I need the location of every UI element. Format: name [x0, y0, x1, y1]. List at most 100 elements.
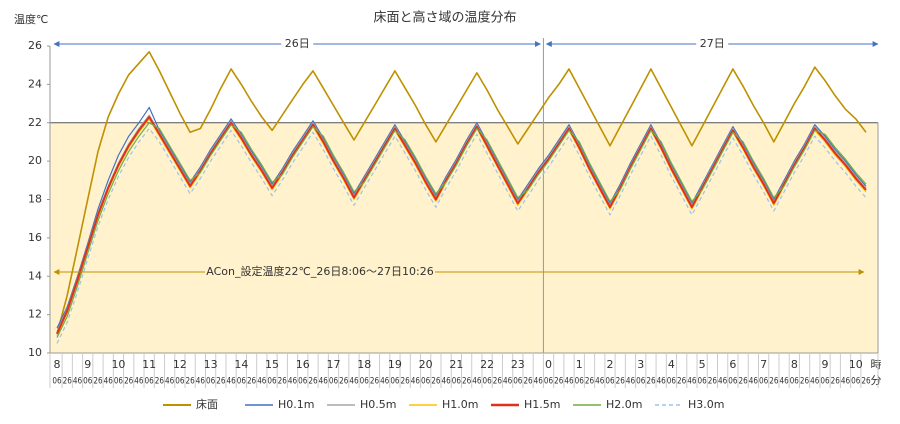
x-tick-label: 06	[605, 377, 614, 387]
x-tick-label: 06	[820, 377, 829, 387]
hour-label: 9	[84, 358, 91, 371]
x-tick-label: 26	[186, 377, 195, 387]
x-tick-label: 26	[462, 377, 471, 387]
hour-label: 16	[296, 358, 310, 371]
day-label-bg	[281, 37, 314, 51]
day-label-bg	[696, 37, 729, 51]
x-tick-label: 46	[626, 377, 635, 387]
legend-label: H0.1m	[278, 398, 314, 411]
x-tick-label: 26	[861, 377, 870, 387]
x-tick-label: 46	[564, 377, 573, 387]
y-tick-label: 12	[28, 308, 42, 321]
hour-label: 3	[637, 358, 644, 371]
hour-label: 9	[822, 358, 829, 371]
x-tick-label: 06	[482, 377, 491, 387]
x-tick-label: 26	[339, 377, 348, 387]
x-tick-label: 26	[523, 377, 532, 387]
legend-label: 床面	[196, 397, 218, 411]
x-tick-label: 26	[216, 377, 225, 387]
legend-label: H1.0m	[442, 398, 478, 411]
hour-label: 8	[54, 358, 61, 371]
x-tick-label: 26	[554, 377, 563, 387]
x-tick-label: 26	[308, 377, 317, 387]
x-tick-label: 06	[390, 377, 399, 387]
x-tick-label: 46	[319, 377, 328, 387]
annotation: ACon_設定温度22℃_26日8:06～27日10:26	[206, 264, 433, 278]
annotation-bg	[205, 264, 435, 280]
x-tick-label: 46	[687, 377, 696, 387]
x-tick-label: 26	[677, 377, 686, 387]
hour-label: 5	[699, 358, 706, 371]
x-tick-label: 06	[728, 377, 737, 387]
x-tick-label: 46	[503, 377, 512, 387]
hour-label: 2	[606, 358, 613, 371]
x-tick-label: 06	[145, 377, 154, 387]
x-tick-label: 26	[585, 377, 594, 387]
x-tick-label: 46	[73, 377, 82, 387]
hour-label: 20	[419, 358, 433, 371]
x-tick-label: 26	[63, 377, 72, 387]
hour-label: 1	[576, 358, 583, 371]
x-tick-label: 06	[790, 377, 799, 387]
y-tick-label: 14	[28, 269, 42, 282]
x-tick-label: 46	[810, 377, 819, 387]
x-tick-label: 26	[431, 377, 440, 387]
hour-label: 18	[357, 358, 371, 371]
x-tick-label: 26	[800, 377, 809, 387]
x-tick-label: 26	[370, 377, 379, 387]
x-tick-label: 06	[421, 377, 430, 387]
hour-label: 12	[173, 358, 187, 371]
legend-label: H3.0m	[688, 398, 724, 411]
x-tick-label: 06	[83, 377, 92, 387]
hour-label: 23	[511, 358, 525, 371]
x-tick-label: 26	[769, 377, 778, 387]
x-tick-label: 06	[636, 377, 645, 387]
x-tick-label: 26	[708, 377, 717, 387]
chart-title: 床面と高さ域の温度分布	[373, 10, 516, 26]
hour-label: 14	[234, 358, 248, 371]
hour-label: 21	[449, 358, 463, 371]
x-tick-label: 06	[667, 377, 676, 387]
x-tick-label: 26	[646, 377, 655, 387]
hour-label: 11	[142, 358, 156, 371]
x-tick-label: 06	[698, 377, 707, 387]
x-tick-label: 26	[93, 377, 102, 387]
hour-label: 22	[480, 358, 494, 371]
x-tick-label: 06	[175, 377, 184, 387]
x-tick-label: 06	[237, 377, 246, 387]
x-tick-label: 46	[226, 377, 235, 387]
y-tick-label: 24	[28, 77, 42, 90]
x-tick-label: 06	[851, 377, 860, 387]
x-tick-label: 46	[257, 377, 266, 387]
x-tick-label: 46	[349, 377, 358, 387]
x-tick-label: 46	[595, 377, 604, 387]
series-line	[56, 122, 867, 338]
y-tick-label: 18	[28, 193, 42, 206]
x-tick-label: 46	[841, 377, 850, 387]
x-tick-label: 46	[442, 377, 451, 387]
x-tick-label: 26	[493, 377, 502, 387]
y-axis-label: 温度℃	[14, 12, 48, 26]
hour-label: 15	[265, 358, 279, 371]
x-tick-label: 26	[831, 377, 840, 387]
hour-label: 6	[729, 358, 736, 371]
legend-label: H1.5m	[524, 398, 560, 411]
day-label: 26日	[285, 37, 310, 50]
legend-label: H2.0m	[606, 398, 642, 411]
hour-label: 17	[326, 358, 340, 371]
series-line	[56, 127, 867, 344]
x-tick-label: 46	[196, 377, 205, 387]
x-tick-label: 26	[278, 377, 287, 387]
y-tick-label: 20	[28, 154, 42, 167]
x-tick-label: 46	[472, 377, 481, 387]
x-tick-label: 46	[288, 377, 297, 387]
x-tick-label: 06	[513, 377, 522, 387]
x-tick-label: 26	[155, 377, 164, 387]
x-tick-label: 06	[452, 377, 461, 387]
hour-label: 8	[791, 358, 798, 371]
hour-label: 13	[204, 358, 218, 371]
x-tick-label: 46	[104, 377, 113, 387]
setpoint-band	[50, 122, 878, 353]
hour-label: 4	[668, 358, 675, 371]
